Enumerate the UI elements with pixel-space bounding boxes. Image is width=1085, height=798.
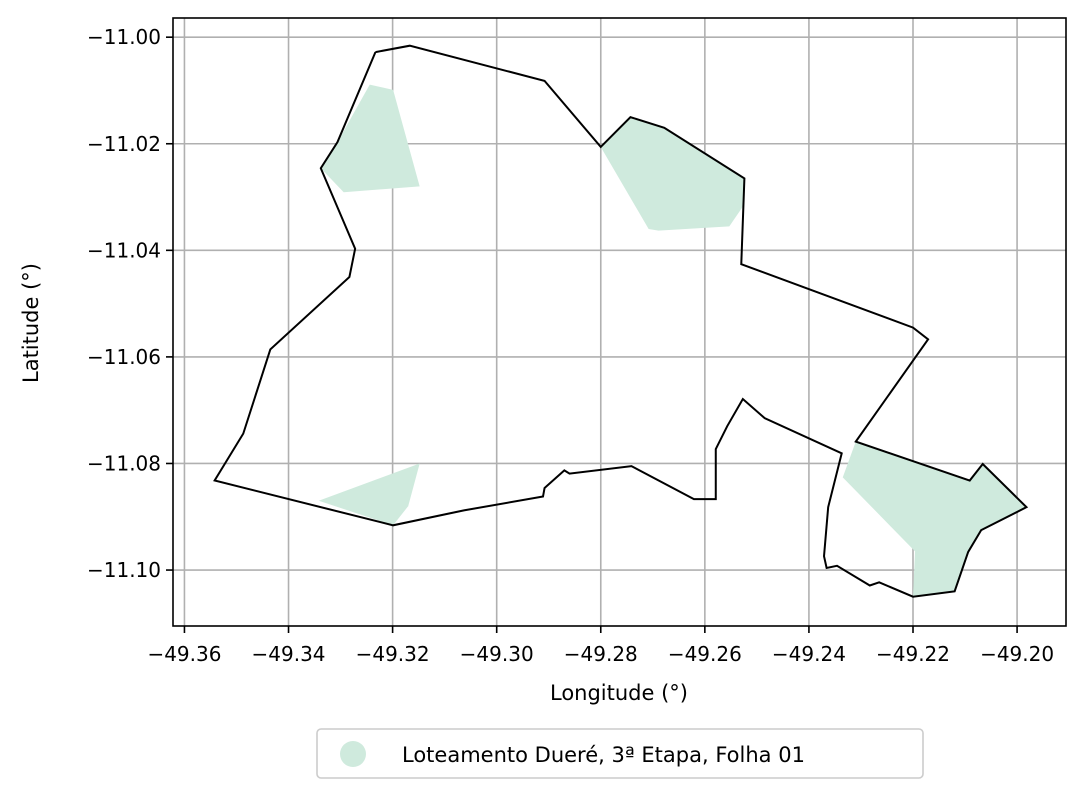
x-axis-label: Longitude (°) (550, 681, 688, 705)
y-tick-label-2: −11.04 (87, 238, 161, 262)
x-tick-label-3: −49.30 (460, 642, 534, 666)
y-tick-label-0: −11.00 (87, 25, 161, 49)
y-axis-ticks: −11.00 −11.02 −11.04 −11.06 −11.08 −11.10 (87, 25, 173, 582)
x-tick-label-0: −49.36 (147, 642, 221, 666)
y-tick-label-5: −11.10 (87, 558, 161, 582)
shaded-region-3 (318, 463, 420, 526)
shaded-region-2 (600, 117, 745, 231)
legend-box (316, 728, 924, 779)
x-tick-label-8: −49.20 (980, 642, 1054, 666)
x-tick-label-5: −49.26 (668, 642, 742, 666)
boundary-outline (213, 44, 1029, 598)
y-tick-label-4: −11.08 (87, 451, 161, 475)
shaded-regions (318, 84, 1027, 597)
y-tick-label-3: −11.06 (87, 345, 161, 369)
shaded-region-1 (320, 84, 420, 193)
legend-label: Loteamento Dueré, 3ª Etapa, Folha 01 (402, 743, 805, 767)
boundary-line (213, 44, 1029, 598)
shaded-region-4 (842, 441, 1027, 597)
plot-frame (172, 17, 1067, 627)
legend-marker (340, 741, 366, 767)
x-tick-label-7: −49.22 (876, 642, 950, 666)
y-tick-label-1: −11.02 (87, 132, 161, 156)
x-tick-label-4: −49.28 (564, 642, 638, 666)
legend: Loteamento Dueré, 3ª Etapa, Folha 01 (316, 728, 924, 779)
x-tick-label-1: −49.34 (252, 642, 326, 666)
x-axis-ticks: −49.36 −49.34 −49.32 −49.30 −49.28 −49.26 −49.… (147, 626, 1054, 666)
x-tick-label-6: −49.24 (772, 642, 846, 666)
x-tick-label-2: −49.32 (356, 642, 430, 666)
y-axis-label: Latitude (°) (19, 263, 43, 383)
